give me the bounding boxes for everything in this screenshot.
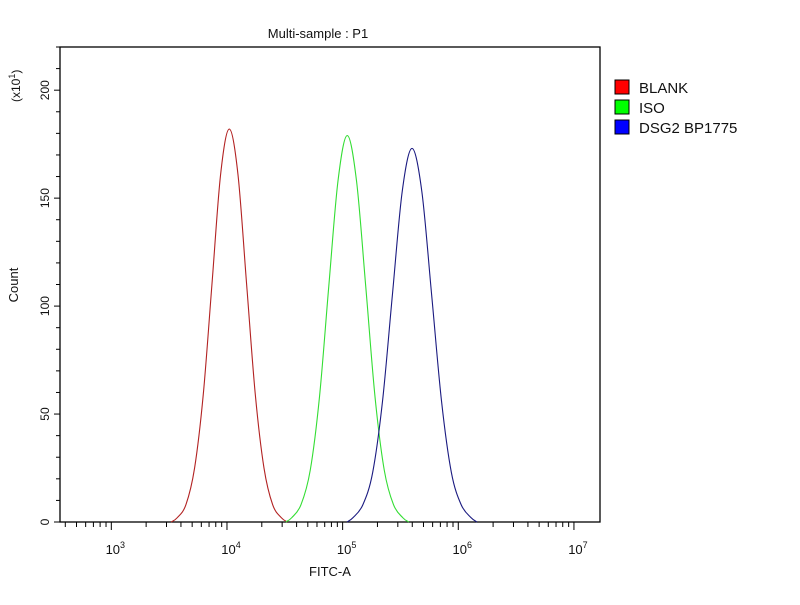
legend-label: ISO [639, 100, 665, 117]
legend-swatch [614, 119, 630, 135]
y-tick-label: 200 [38, 80, 52, 100]
legend: BLANK ISO DSG2 BP1775 [614, 79, 737, 137]
series-line-iso [285, 134, 410, 523]
y-multiplier-label: (x101) [7, 70, 23, 102]
legend-swatch [614, 79, 630, 95]
y-tick-labels: 0 50 100 150 200 [38, 80, 52, 525]
series-line-dsg2-bp1775 [346, 147, 478, 523]
legend-label: BLANK [639, 80, 688, 97]
x-tick-label: 106 [453, 540, 472, 557]
plot-curves [170, 128, 478, 523]
x-tick-label: 103 [106, 540, 125, 557]
y-tick-label: 0 [38, 518, 52, 525]
y-tick-label: 100 [38, 296, 52, 316]
x-tick-label: 107 [568, 540, 587, 557]
y-tick-label: 50 [38, 407, 52, 421]
plot-axes [54, 46, 601, 530]
series-line-blank [170, 128, 288, 523]
chart-title: Multi-sample : P1 [268, 26, 368, 41]
x-tick-labels: 103 104 105 106 107 [106, 540, 588, 557]
x-tick-label: 105 [337, 540, 356, 557]
y-axis-label: Count [6, 267, 21, 302]
y-tick-label: 150 [38, 188, 52, 208]
plot-frame [59, 46, 601, 523]
x-tick-label: 104 [221, 540, 240, 557]
legend-swatch [614, 99, 630, 115]
legend-label: DSG2 BP1775 [639, 120, 737, 137]
x-axis-label: FITC-A [309, 564, 351, 579]
